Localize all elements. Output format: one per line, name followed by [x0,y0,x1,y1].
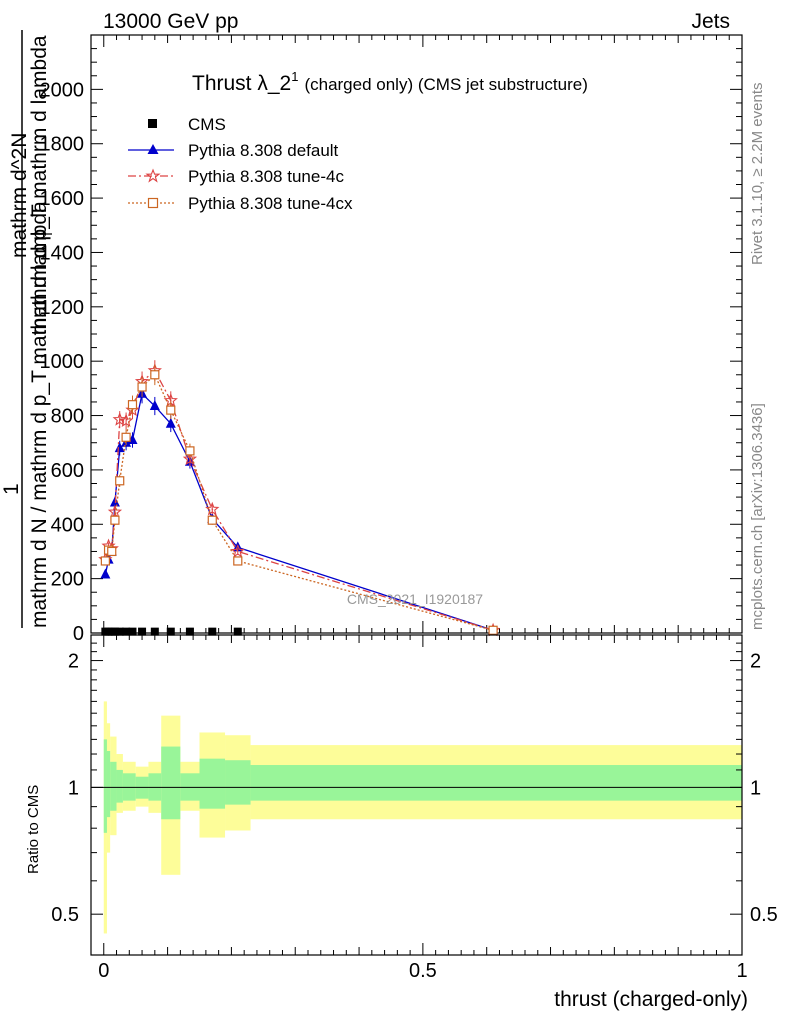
legend-label-tune4cx: Pythia 8.308 tune-4cx [188,194,353,213]
data-point-pythia-8-308-tune-4c [118,413,134,428]
legend-label-tune4c: Pythia 8.308 tune-4c [188,167,344,186]
data-point-cms [122,627,131,636]
legend-marker-default [147,144,159,154]
ratio-band-inner-10 [225,760,251,805]
data-point-cms [110,627,119,636]
main-ytick-label: 1800 [40,134,85,156]
ylabel-numerator: 1 [0,483,23,495]
data-point-pythia-8-308-tune-4cx [185,446,195,456]
data-point-pythia-8-308-tune-4c [112,412,127,426]
ratio-ytick-label-left: 2 [68,651,79,673]
main-ytick-label: 600 [51,460,84,482]
legend-label-cms: CMS [188,115,226,134]
data-point-pythia-8-308-tune-4c [182,451,198,466]
xtick-label: 1 [736,960,747,982]
ratio-plot-area: 0 0.5 1 0.5 0.5 1 1 2 2 [51,634,778,982]
data-point-pythia-8-308-tune-4c [230,543,245,558]
data-point-pythia-8-308-default [114,442,125,453]
main-ytick-label: 2000 [40,79,85,101]
main-ytick-label: 0 [73,623,84,645]
main-ytick-label: 1600 [40,188,85,210]
data-point-pythia-8-308-tune-4cx [127,400,138,410]
data-point-pythia-8-308-tune-4cx [488,625,498,635]
series-cms [101,627,242,636]
data-point-cms [208,627,217,636]
category-label: Jets [691,10,730,33]
data-point-pythia-8-308-tune-4c [107,504,123,519]
ratio-band-inner-3 [116,769,123,803]
chart-title: Thrust λ_21 (charged only) (CMS jet subst… [192,69,588,95]
ratio-band-inner-11 [250,765,742,801]
ratio-band-inner-9 [199,758,226,809]
ylabel-small: mathrm d^2N [8,133,31,258]
energy-label: 13000 GeV pp [103,10,238,33]
data-point-cms [115,627,124,636]
watermark: CMS_2021_I1920187 [347,591,483,607]
chart-title-main: Thrust λ_2 [192,72,291,95]
ratio-ylabel: Ratio to CMS [25,785,42,874]
main-ytick-label: 1400 [40,242,85,264]
main-ytick-label: 1000 [40,351,85,373]
ratio-band-inner-0 [103,739,107,833]
data-point-cms [150,627,159,636]
main-ytick-label: 800 [51,406,84,428]
chart-title-rest: (charged only) (CMS jet substructure) [304,75,587,94]
ratio-ytick-label-right: 0.5 [750,904,778,926]
ylabel-tail: mathrm d p_T mathrm d lambda [28,35,51,335]
ratio-ytick-label-left: 1 [68,777,79,799]
ylabel-denominator: mathrm d N / mathrm d p_T mathrm d lambd… [28,201,51,628]
rivet-label: Rivet 3.1.10, ≥ 2.2M events [749,83,766,266]
main-plot-area: 0 200 400 600 800 1000 1200 1400 1600 1800 2000 [40,34,743,645]
ratio-ytick-label-left: 0.5 [51,904,79,926]
xtick-label: 0 [98,960,109,982]
data-point-pythia-8-308-default [100,568,111,579]
main-ytick-label: 1200 [40,297,85,319]
data-point-cms [138,627,147,636]
xlabel: thrust (charged-only) [554,988,748,1011]
data-point-pythia-8-308-tune-4cx [115,476,125,486]
data-point-cms [185,627,194,636]
main-ytick-label: 400 [51,514,84,536]
data-point-pythia-8-308-tune-4cx [107,546,117,557]
main-ytick-label: 200 [51,569,84,591]
legend-marker-tune4c [145,168,161,183]
ratio-frame [90,634,743,956]
data-point-pythia-8-308-tune-4cx [166,405,176,415]
ylabel-sub: T [40,230,55,238]
ratio-band-inner-7 [161,746,181,820]
data-point-pythia-8-308-default [165,417,176,428]
data-point-pythia-8-308-tune-4cx [207,515,217,525]
ratio-ytick-label-right: 1 [750,777,761,799]
xtick-label: 0.5 [409,960,437,982]
ratio-ytick-label-right: 2 [750,651,761,673]
data-point-cms [166,627,175,636]
legend-marker-cms [148,119,157,128]
data-point-pythia-8-308-tune-4cx [137,382,147,392]
data-point-cms [233,627,242,636]
mcplots-label: mcplots.cern.ch [arXiv:1306.3436] [749,403,766,630]
data-point-pythia-8-308-tune-4cx [150,370,160,380]
data-point-cms [128,627,137,636]
data-point-pythia-8-308-default [149,400,160,411]
legend-marker-tune4cx [147,197,159,209]
data-point-pythia-8-308-tune-4cx [121,432,131,442]
data-point-pythia-8-308-tune-4cx [110,515,120,525]
ratio-band-inner-2 [110,761,117,811]
series-pythia-8-308-tune-4cx [100,364,498,635]
legend-label-default: Pythia 8.308 default [188,141,339,160]
chart-title-sup: 1 [291,69,298,84]
legend: CMS Pythia 8.308 default Pythia 8.308 tu… [128,115,353,213]
ratio-band-inner-1 [106,750,111,818]
data-point-pythia-8-308-tune-4cx [100,556,110,566]
data-point-pythia-8-308-tune-4cx [233,556,243,566]
